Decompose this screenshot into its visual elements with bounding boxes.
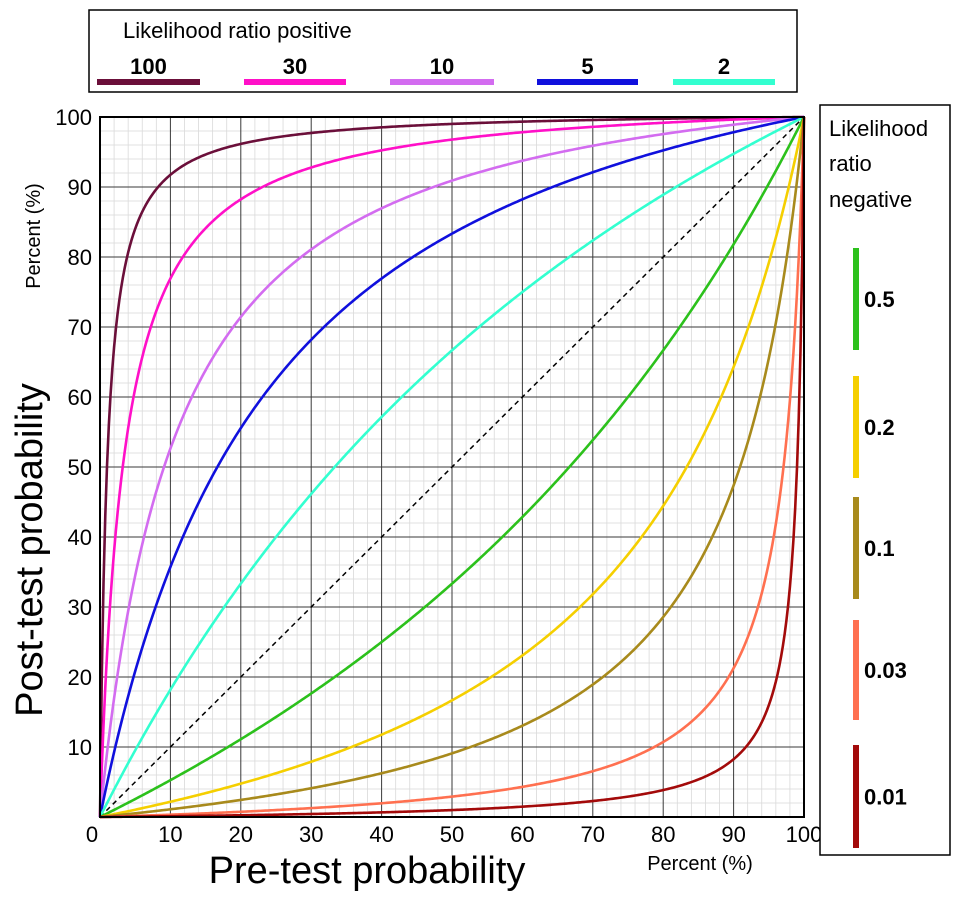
x-tick-label: 50 xyxy=(440,822,464,847)
reference-diagonal xyxy=(99,116,805,818)
series-line-lr-30 xyxy=(98,115,805,818)
legend-positive-title: Likelihood ratio positive xyxy=(123,18,352,43)
series-line-lr-0.03 xyxy=(99,116,806,819)
legend-positive-entry-label: 100 xyxy=(130,54,167,79)
y-unit-label: Percent (%) xyxy=(23,183,45,289)
y-axis-label: Post-test probability xyxy=(9,383,51,717)
y-tick-labels: 10 20 30 40 50 60 70 80 90 100 xyxy=(55,105,92,760)
series-line-lr-10 xyxy=(98,115,805,818)
y-tick-label: 10 xyxy=(68,735,92,760)
y-tick-label: 60 xyxy=(68,385,92,410)
legend-positive-entry-label: 30 xyxy=(283,54,307,79)
x-tick-label: 60 xyxy=(510,822,534,847)
x-tick-label: 80 xyxy=(651,822,675,847)
y-tick-label: 70 xyxy=(68,315,92,340)
legend-negative: Likelihood ratio negative 0.50.20.10.030… xyxy=(819,104,951,856)
x-tick-labels: 0 10 20 30 40 50 60 70 80 90 100 xyxy=(86,822,822,847)
legend-negative-box xyxy=(819,104,951,856)
legend-negative-entries: 0.5 0.2 0.1 0.03 0.01 xyxy=(853,248,907,848)
x-unit-label: Percent (%) xyxy=(647,853,753,875)
y-tick-label: 20 xyxy=(68,665,92,690)
legend-positive-box xyxy=(88,9,798,93)
plot-frame xyxy=(99,116,805,818)
legend-negative-title-line: Likelihood xyxy=(829,116,928,141)
y-tick-label: 30 xyxy=(68,595,92,620)
x-tick-label: 100 xyxy=(786,822,823,847)
x-tick-label: 20 xyxy=(229,822,253,847)
legend-positive-entry-label: 2 xyxy=(718,54,730,79)
legend-negative-entry-label: 0.5 xyxy=(864,287,895,312)
legend-positive-entry-label: 5 xyxy=(581,54,593,79)
legend-positive-entry-label: 10 xyxy=(430,54,454,79)
legend-negative-title-line: ratio xyxy=(829,151,872,176)
x-tick-label: 40 xyxy=(369,822,393,847)
series-line-lr-100 xyxy=(98,115,805,818)
series-line-lr-2 xyxy=(98,115,805,818)
y-tick-label: 50 xyxy=(68,455,92,480)
series-line-lr-0.01 xyxy=(99,116,806,819)
y-tick-label: 80 xyxy=(68,245,92,270)
x-tick-label: 0 xyxy=(86,822,98,847)
x-axis-label: Pre-test probability xyxy=(209,850,526,892)
legend-negative-entry-label: 0.2 xyxy=(864,415,895,440)
legend-negative-entry-label: 0.1 xyxy=(864,536,895,561)
x-tick-label: 30 xyxy=(299,822,323,847)
series-line-lr-0.5 xyxy=(99,116,806,819)
legend-negative-entry-label: 0.01 xyxy=(864,785,907,810)
legend-negative-title-line: negative xyxy=(829,187,912,212)
series-line-lr-0.1 xyxy=(99,116,806,819)
series-line-lr-0.2 xyxy=(99,116,806,819)
legend-positive: Likelihood ratio positive 100 30 10 5 2 xyxy=(88,9,798,93)
series-line-lr-5 xyxy=(98,115,805,818)
y-tick-label: 40 xyxy=(68,525,92,550)
x-tick-label: 90 xyxy=(721,822,745,847)
y-tick-label: 100 xyxy=(55,105,92,130)
legend-negative-entry-label: 0.03 xyxy=(864,658,907,683)
y-tick-label: 90 xyxy=(68,175,92,200)
x-tick-label: 10 xyxy=(158,822,182,847)
x-tick-label: 70 xyxy=(581,822,605,847)
legend-positive-entries: 100 30 10 5 2 xyxy=(97,54,775,85)
series-lines xyxy=(98,115,806,819)
